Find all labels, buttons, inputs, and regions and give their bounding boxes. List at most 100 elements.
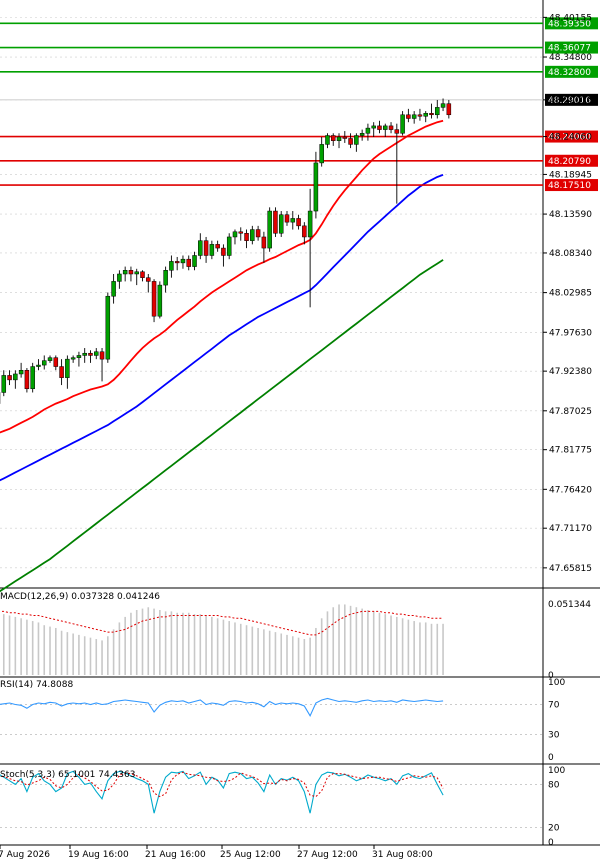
candle-body [192, 255, 197, 267]
tick-label: 47.65815 [549, 564, 592, 574]
candle-body [255, 229, 261, 238]
candle-body [394, 129, 400, 134]
moving-average-line [0, 119, 444, 434]
candle-body [122, 270, 128, 275]
tick-label: 48.02985 [549, 289, 592, 299]
candle-body [290, 218, 296, 223]
tick-label: 47.81775 [549, 446, 592, 456]
tick-label: 48.29016 [549, 96, 592, 106]
candle-body [261, 236, 267, 249]
candle [377, 120, 382, 134]
candle-body [226, 236, 232, 256]
resistance-tag-label: 48.39350 [548, 19, 591, 29]
rsi-panel: 100 70 30 0 [0, 678, 565, 763]
candle [238, 227, 244, 241]
candle-body [302, 225, 307, 238]
candle-body [1, 375, 7, 393]
candle [435, 99, 440, 119]
tick-label: 48.13590 [549, 210, 592, 220]
candle [383, 123, 388, 137]
candle-body [94, 351, 99, 356]
macd-signal-line [0, 610, 444, 636]
time-label: 27 Aug 12:00 [297, 850, 358, 859]
candle-body [435, 107, 440, 116]
candle [267, 207, 272, 252]
price-axis: 48.40155 48.34800 48.29016 48.24060 48.18945… [543, 13, 592, 574]
support-tag [545, 154, 598, 167]
candle [336, 133, 342, 149]
candle [342, 131, 348, 143]
candle [117, 270, 122, 289]
support-tag-label: 48.24060 [548, 133, 591, 143]
tick-label: 47.92380 [549, 367, 592, 377]
candles [0, 98, 452, 404]
stoch-axis-label: 80 [548, 780, 560, 790]
candle [1, 370, 7, 397]
candle-body [174, 261, 180, 264]
candle-body [417, 114, 423, 117]
candle-body [250, 229, 255, 241]
resistance-tag-label: 48.32800 [548, 68, 591, 78]
rsi-label: RSI(14) 74.8088 [0, 680, 73, 690]
tick-label: 48.24060 [549, 133, 592, 143]
candle-body [70, 357, 76, 360]
candle-body [157, 284, 163, 317]
candle [18, 362, 24, 378]
candle [365, 123, 371, 141]
candle-body [411, 114, 417, 119]
candle-body [105, 295, 111, 360]
candle [273, 207, 278, 237]
candle [99, 348, 105, 382]
candle [250, 225, 255, 245]
stoch-axis-label: 100 [548, 766, 565, 776]
candle [255, 225, 261, 241]
tick-label: 47.87025 [549, 407, 592, 417]
candle [307, 188, 313, 308]
rsi-line [0, 697, 444, 717]
candle [354, 133, 359, 152]
candle [215, 240, 220, 252]
moving-average-line [0, 173, 444, 482]
time-label: 19 Aug 16:00 [68, 850, 129, 859]
candle-body [24, 370, 30, 390]
candle-body [30, 366, 35, 390]
resistance-tag [545, 65, 598, 78]
candle [111, 273, 116, 304]
candle [186, 255, 191, 271]
candle [296, 214, 301, 230]
candle-body [342, 136, 348, 139]
macd-panel: 0.051344 0 [0, 600, 591, 681]
candle-body [151, 281, 157, 317]
candle-body [325, 135, 330, 145]
candle-body [65, 358, 70, 378]
candle [411, 111, 417, 124]
candle [440, 98, 446, 112]
candle-body [53, 357, 59, 367]
rsi-axis-label: 70 [548, 701, 560, 711]
candle-body [180, 258, 186, 264]
price-levels: 48.39350 48.36077 48.32800 48.24060 48.20790… [0, 17, 598, 192]
time-label: 31 Aug 08:00 [372, 850, 433, 859]
time-label: 7 Aug 2026 [0, 850, 50, 859]
candle-body [365, 127, 371, 134]
candle [192, 251, 197, 271]
tick-label: 48.08340 [549, 249, 592, 259]
tick-label: 47.76420 [549, 485, 592, 495]
candle [122, 266, 128, 282]
candle-body [238, 231, 244, 234]
time-label: 21 Aug 16:00 [145, 850, 206, 859]
candle [400, 111, 405, 136]
candle-body [330, 135, 336, 141]
stoch-d-line [0, 771, 444, 798]
candle-body [388, 125, 394, 130]
tick-label: 47.71170 [549, 524, 592, 534]
candle-body [82, 352, 87, 356]
candle-body [76, 355, 82, 358]
candle-body [59, 366, 64, 378]
candle [302, 222, 307, 245]
candle [146, 273, 151, 293]
candle [278, 211, 284, 237]
candle-body [41, 360, 47, 366]
candle [105, 292, 111, 363]
